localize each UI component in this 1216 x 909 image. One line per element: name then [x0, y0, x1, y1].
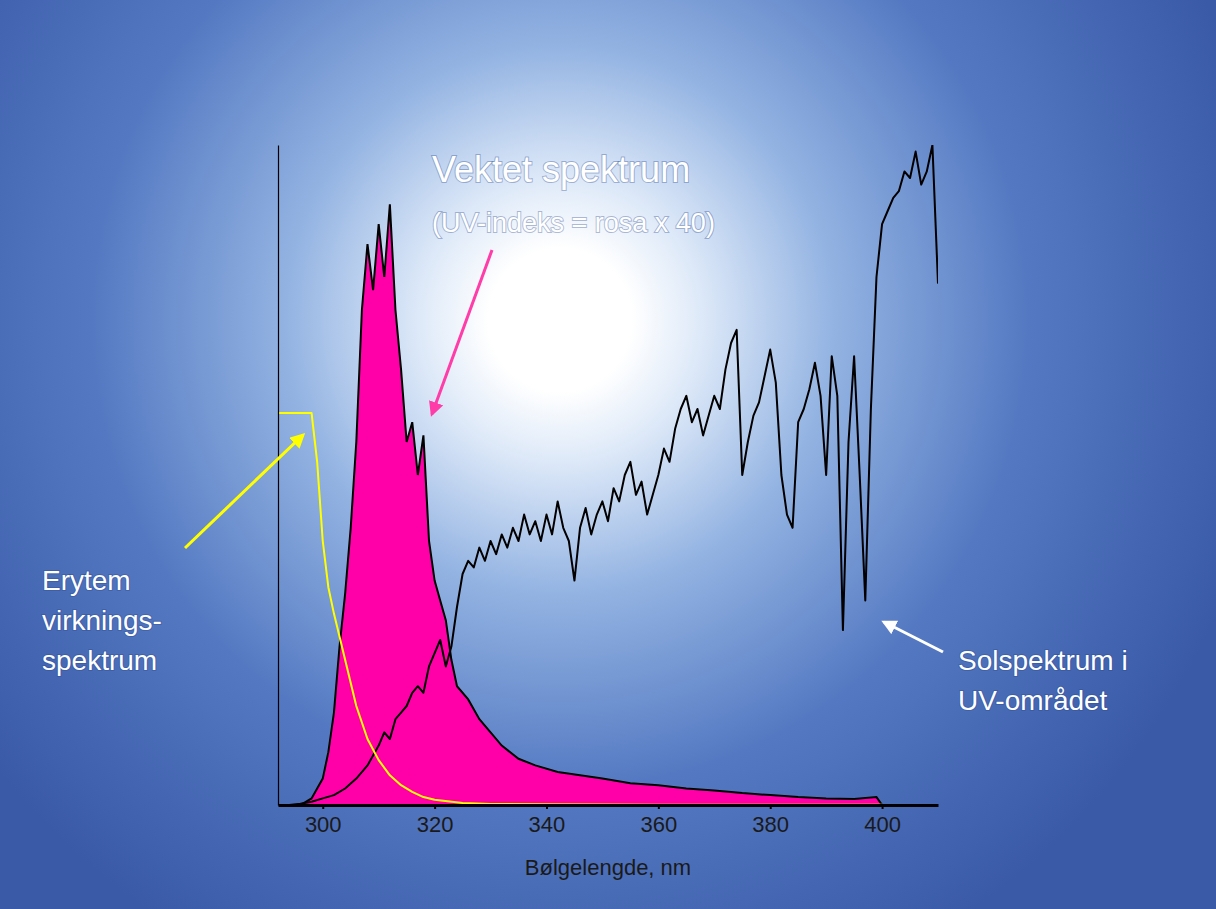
y-axis-line [278, 146, 279, 806]
annotation: Solspektrum i [958, 645, 1128, 676]
weighted-outline [300, 204, 882, 805]
annotation: virknings- [42, 605, 162, 636]
x-tick-mark [658, 805, 660, 809]
chart: 300 320 340 360 380 400 Bølgelengde, nm Vektet … [0, 0, 1216, 909]
x-tick-mark [322, 805, 324, 809]
series-line [278, 145, 938, 805]
x-tick: 300 [305, 805, 342, 837]
x-tick: 320 [417, 805, 454, 837]
x-tick-mark [546, 805, 548, 809]
x-tick-label: 360 [640, 812, 677, 837]
annotation: Erytem [42, 565, 131, 596]
annotation: Vektet spektrum [432, 149, 690, 190]
x-axis-line [279, 804, 939, 807]
x-tick-mark [434, 805, 436, 809]
x-tick: 400 [864, 805, 901, 837]
annotation: spektrum [42, 645, 157, 676]
x-tick-mark [882, 805, 884, 809]
x-axis-title: Bølgelengde, nm [525, 855, 691, 880]
x-tick-label: 320 [417, 812, 454, 837]
annotation-arrow [432, 250, 492, 414]
series-line [278, 413, 882, 805]
x-tick: 380 [752, 805, 789, 837]
weighted-area [300, 204, 882, 805]
x-tick-mark [770, 805, 772, 809]
annotation-arrow [884, 622, 943, 652]
plot-area [278, 145, 938, 805]
annotation: UV-området [958, 685, 1108, 716]
x-tick: 340 [529, 805, 566, 837]
x-tick-label: 400 [864, 812, 901, 837]
x-tick-label: 380 [752, 812, 789, 837]
annotation-arrow [185, 435, 303, 548]
background [0, 0, 1216, 909]
x-tick: 360 [640, 805, 677, 837]
y-axis [278, 146, 279, 806]
x-tick-label: 340 [529, 812, 566, 837]
x-axis: 300 320 340 360 380 400 [279, 805, 939, 837]
x-tick-label: 300 [305, 812, 342, 837]
annotation: (UV-indeks = rosa x 40) [432, 208, 715, 238]
